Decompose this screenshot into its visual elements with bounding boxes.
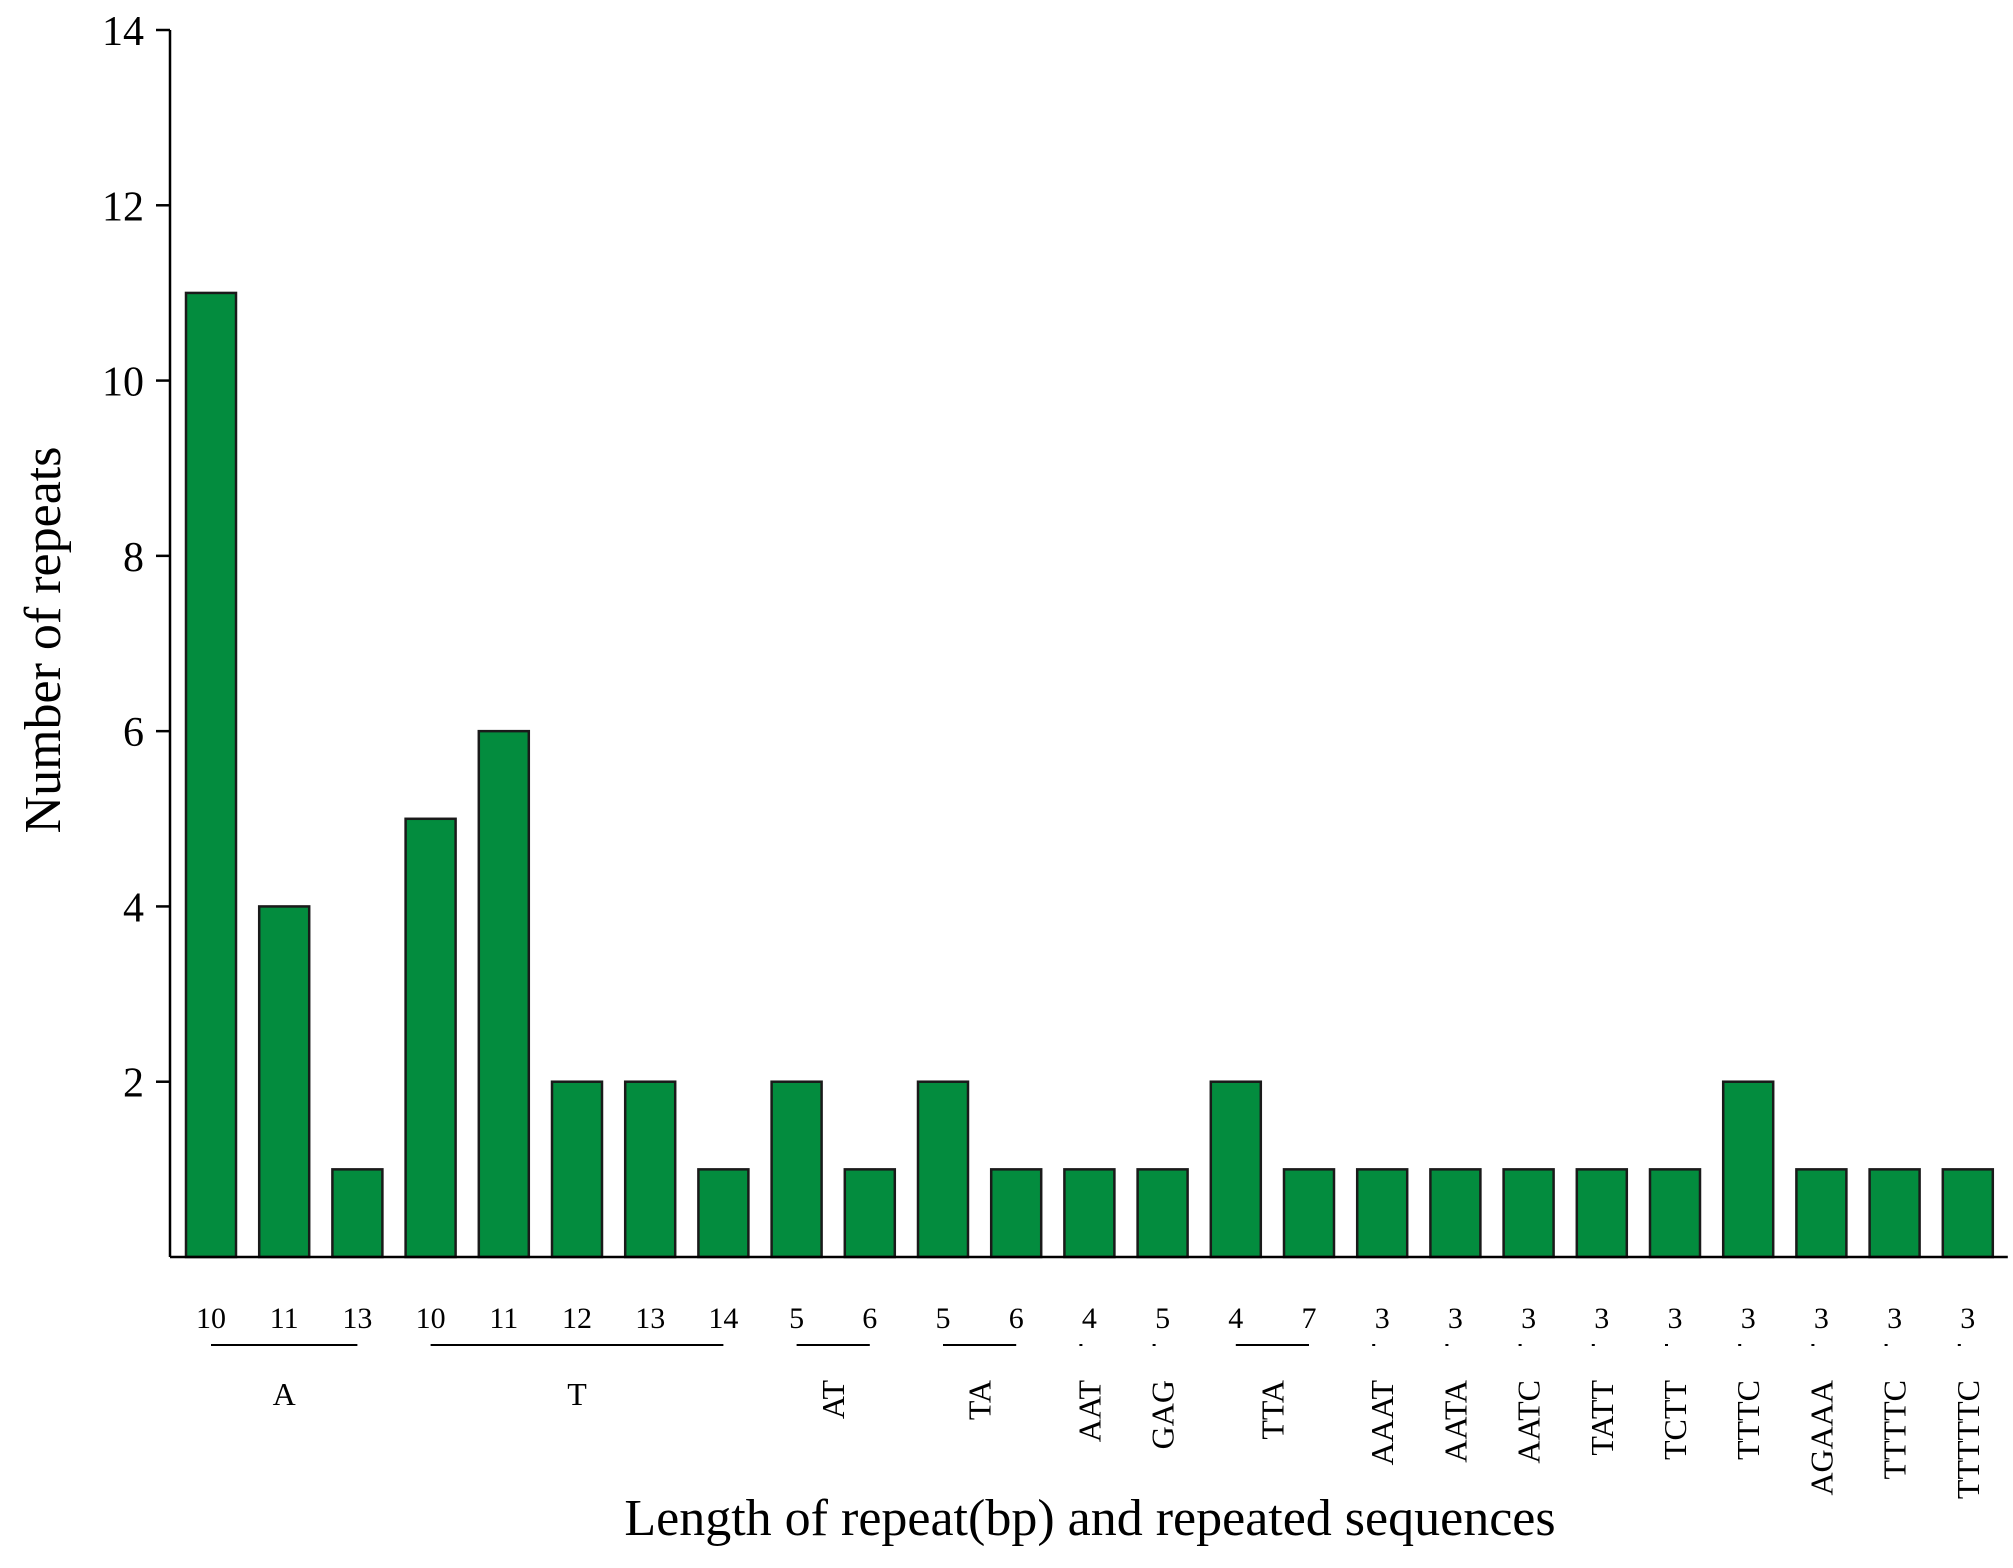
group-label: TTTTC [1877, 1380, 1913, 1480]
y-axis-title: Number of repeats [15, 447, 72, 834]
group-label: AT [815, 1380, 851, 1420]
bar [1209, 1080, 1263, 1259]
group-label: AAT [1071, 1380, 1107, 1443]
bar [1575, 1168, 1629, 1259]
length-label: 4 [1082, 1302, 1097, 1335]
bar [1282, 1168, 1336, 1259]
length-label: 13 [342, 1302, 372, 1335]
group-label: TTTC [1730, 1380, 1766, 1460]
y-tick-label: 8 [123, 535, 144, 581]
bar [770, 1080, 823, 1259]
length-label: 3 [1887, 1302, 1902, 1335]
bar [1648, 1168, 1702, 1259]
bar [623, 1080, 677, 1259]
bar [550, 1080, 604, 1259]
length-label: 12 [562, 1302, 592, 1335]
length-label: 5 [936, 1302, 951, 1335]
length-label: 3 [1741, 1302, 1756, 1335]
length-label: 3 [1960, 1302, 1975, 1335]
y-tick-label: 10 [102, 360, 144, 406]
group-label: AGAAA [1803, 1380, 1839, 1496]
plot-area: 2 4 6 8 10 12 14 10 11 13 10 11 12 13 14 5 6 5 6 4 5 4 7 3 3 3 3 3 3… [102, 9, 2008, 1499]
length-label: 6 [1009, 1302, 1024, 1335]
group-label: A [273, 1376, 296, 1412]
length-label: 3 [1668, 1302, 1683, 1335]
y-tick-label: 4 [123, 885, 144, 931]
bar [1063, 1168, 1116, 1259]
group-label: TTA [1254, 1380, 1290, 1440]
group-label: AATA [1437, 1380, 1473, 1463]
length-label: 10 [196, 1302, 226, 1335]
group-label: TATT [1584, 1380, 1620, 1456]
length-label: 14 [708, 1302, 738, 1335]
group-label: TTTTTC [1950, 1380, 1986, 1499]
length-label: 11 [489, 1302, 518, 1335]
group-label: T [567, 1376, 587, 1412]
length-label: 3 [1814, 1302, 1829, 1335]
group-label: TCTT [1657, 1380, 1693, 1460]
group-label: GAG [1145, 1380, 1181, 1449]
bar [916, 1080, 970, 1259]
y-tick-label: 2 [123, 1061, 144, 1107]
group-label: AAAT [1364, 1380, 1400, 1466]
length-label: 3 [1521, 1302, 1536, 1335]
length-label: 10 [416, 1302, 446, 1335]
bar [331, 1168, 384, 1259]
x-axis-title: Length of repeat(bp) and repeated sequen… [624, 1490, 1555, 1547]
bar [1795, 1168, 1848, 1259]
bar [1502, 1168, 1555, 1259]
length-label: 5 [1155, 1302, 1170, 1335]
length-label: 3 [1448, 1302, 1463, 1335]
y-tick-label: 12 [102, 184, 144, 230]
bar [477, 729, 531, 1259]
length-label: 6 [862, 1302, 877, 1335]
group-label: AATC [1511, 1380, 1547, 1464]
bar [1721, 1080, 1775, 1259]
y-tick-label: 6 [123, 710, 144, 756]
bar [1355, 1168, 1409, 1259]
bar [1941, 1168, 1995, 1259]
bar [257, 905, 311, 1259]
bar [1429, 1168, 1482, 1259]
bar [1868, 1168, 1921, 1259]
length-label: 11 [270, 1302, 299, 1335]
length-label: 5 [789, 1302, 804, 1335]
length-label: 3 [1594, 1302, 1609, 1335]
bar [1136, 1168, 1189, 1259]
y-tick-label: 14 [102, 9, 144, 55]
bar [843, 1168, 897, 1259]
bar [184, 291, 238, 1259]
length-label: 3 [1375, 1302, 1390, 1335]
length-label: 4 [1228, 1302, 1243, 1335]
bar [404, 817, 457, 1259]
length-label: 7 [1302, 1302, 1317, 1335]
length-label: 13 [635, 1302, 665, 1335]
bar [697, 1168, 750, 1259]
bar [989, 1168, 1043, 1259]
group-label: TA [962, 1380, 998, 1420]
